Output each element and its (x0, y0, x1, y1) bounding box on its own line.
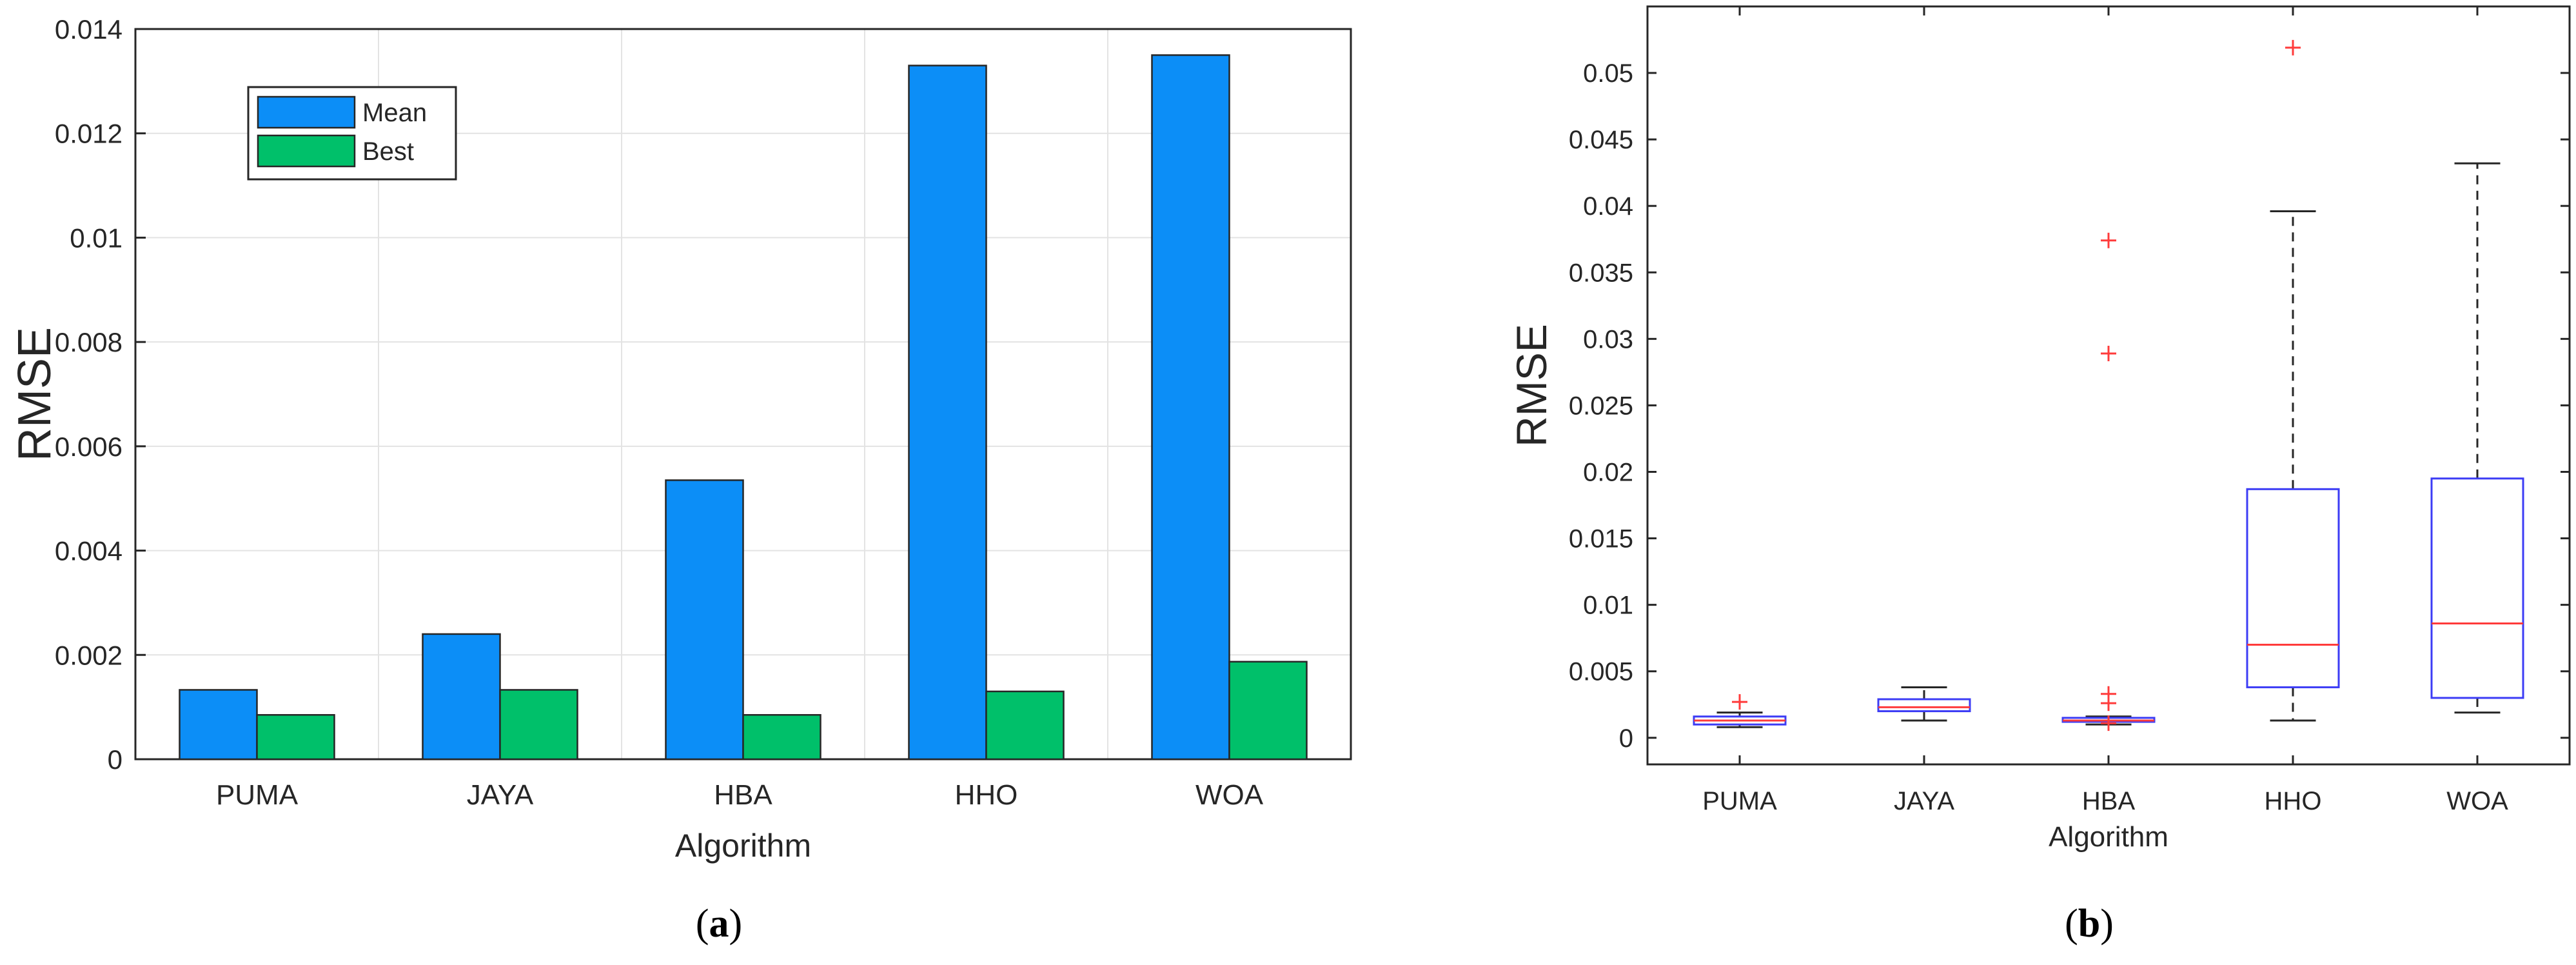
x-tick-label: HHO (955, 779, 1018, 811)
y-tick-label: 0.03 (1583, 325, 1633, 353)
y-tick-label: 0.035 (1569, 259, 1633, 287)
legend-swatch-best (257, 134, 356, 168)
bar-best (985, 690, 1065, 761)
box-iqr (2430, 477, 2524, 699)
y-tick-label: 0.008 (55, 327, 123, 357)
x-tick-label: PUMA (216, 779, 299, 811)
y-tick-label: 0.025 (1569, 392, 1633, 420)
panel-b-box-plot: 0 0.005 0.01 0.015 0.02 0.025 0.03 0.035 0.04 0.0… (1508, 5, 2571, 853)
x-axis-label: Algorithm (675, 828, 811, 864)
y-tick-label: 0.004 (55, 536, 123, 566)
bar-best (742, 714, 821, 761)
x-axis-label: Algorithm (2049, 821, 2168, 853)
legend-swatch-mean (257, 95, 356, 129)
y-tick-label: 0.015 (1569, 525, 1633, 553)
bar-mean (665, 479, 744, 761)
y-tick-label: 0 (1619, 724, 1633, 753)
y-tick-label: 0 (108, 744, 123, 775)
y-tick-label: 0.014 (55, 14, 123, 45)
bar-mean (179, 689, 258, 761)
x-tick-label: JAYA (467, 779, 534, 811)
x-tick-label: WOA (1195, 779, 1264, 811)
y-tick-label: 0.01 (70, 223, 123, 253)
outlier-marker (2101, 695, 2116, 711)
caption-a: (a) (696, 902, 742, 946)
bar-mean (1151, 54, 1230, 761)
outlier-marker (2101, 232, 2116, 248)
legend-label-mean: Mean (362, 99, 427, 127)
caption-b: (b) (2065, 902, 2114, 946)
y-tick-label: 0.005 (1569, 658, 1633, 686)
y-axis-label: RMSE (9, 327, 61, 461)
y-tick-label: 0.05 (1583, 59, 1633, 88)
x-tick-label: HBA (714, 779, 772, 811)
y-tick-label: 0.012 (55, 119, 123, 149)
bar-best (256, 714, 335, 761)
bar-mean (422, 633, 501, 761)
y-axis-label: RMSE (1508, 324, 1555, 447)
y-tick-label: 0.01 (1583, 592, 1633, 620)
panel-a-bar-chart: 0 0.002 0.004 0.006 0.008 0.01 0.012 0.014 PUMA J… (9, 14, 1352, 864)
x-tick-label: PUMA (1702, 787, 1777, 815)
outlier-marker (2101, 346, 2116, 362)
bar-best (499, 689, 578, 761)
box-iqr (2246, 488, 2340, 688)
outlier-marker (2101, 715, 2116, 731)
outlier-marker (2285, 39, 2301, 55)
x-tick-label: JAYA (1894, 787, 1954, 815)
bar-best (1228, 661, 1308, 761)
y-tick-label: 0.045 (1569, 126, 1633, 154)
x-tick-label: HBA (2082, 787, 2136, 815)
legend-label-best: Best (362, 137, 414, 166)
y-tick-label: 0.006 (55, 432, 123, 462)
legend: Mean Best (247, 86, 457, 181)
bar-mean (908, 65, 987, 761)
y-tick-label: 0.02 (1583, 458, 1633, 486)
x-tick-label: WOA (2446, 787, 2508, 815)
y-tick-label: 0.002 (55, 640, 123, 670)
outlier-marker (1732, 694, 1747, 710)
x-tick-label: HHO (2265, 787, 2322, 815)
y-tick-label: 0.04 (1583, 192, 1633, 221)
box-iqr (1877, 698, 1971, 713)
